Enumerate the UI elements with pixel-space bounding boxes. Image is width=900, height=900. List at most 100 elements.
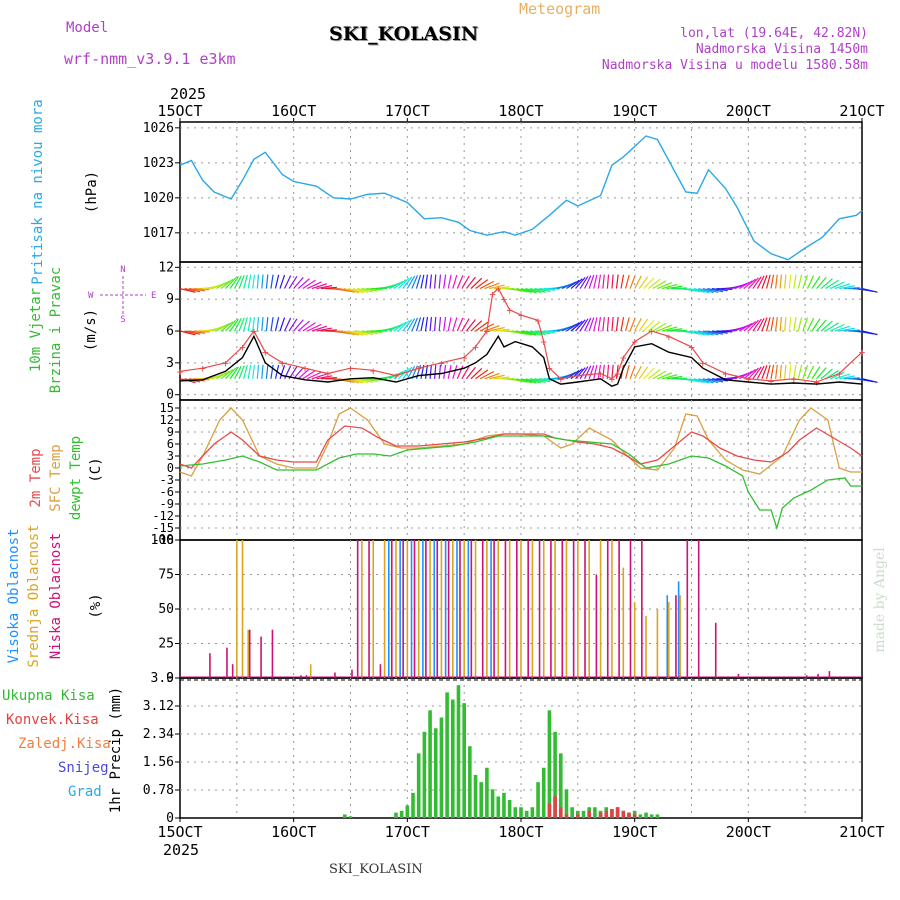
wind-barb: [243, 364, 248, 379]
wind-barb: [348, 330, 364, 336]
y-tick-label: 25: [158, 637, 174, 652]
wind-barb: [189, 287, 205, 292]
wind-unit-label: (m/s): [83, 309, 99, 351]
wind-barb: [752, 276, 762, 289]
wind-barb: [765, 364, 771, 379]
dewpoint-line: [179, 435, 862, 531]
wind-barb: [839, 375, 856, 380]
wind-barb: [779, 364, 782, 379]
wind-barb: [252, 274, 256, 289]
wind-barb: [393, 321, 407, 332]
wind-barb: [611, 316, 614, 332]
wind-barb: [711, 287, 728, 292]
gust-marker: +: [279, 357, 286, 370]
wind-barb: [797, 317, 803, 332]
wind-barb: [647, 321, 661, 332]
rain-bar: [655, 814, 660, 818]
wind-barb: [397, 277, 410, 289]
wind-barb: [429, 274, 432, 289]
rain-bar: [399, 810, 404, 818]
wind-barb: [234, 275, 242, 289]
wind-barb: [579, 366, 589, 380]
wind-barb: [429, 364, 432, 379]
y-tick-label: 12: [160, 413, 174, 427]
gust-marker: +: [501, 293, 508, 306]
rain-bar: [479, 782, 484, 818]
y-tick-label: 3: [166, 356, 174, 371]
gust-marker: +: [535, 314, 542, 327]
wind-barb: [829, 371, 845, 380]
wind-barb: [588, 317, 595, 332]
wind-barb: [761, 317, 768, 332]
wind-barb: [624, 317, 630, 332]
wind-barb: [461, 318, 470, 332]
gust-marker: +: [859, 346, 866, 359]
wind-key-north: N: [120, 265, 125, 275]
wind-barb: [361, 287, 378, 292]
y-tick-label: 1017: [143, 226, 174, 241]
rain-bar: [507, 800, 512, 818]
cloud-unit-label: (%): [88, 593, 104, 618]
wind-barb: [388, 280, 404, 290]
wind-barb: [861, 287, 878, 293]
wind-barb: [284, 317, 292, 332]
wind-barb: [793, 274, 797, 289]
x-tick-label-top: 18OCT: [498, 102, 543, 120]
wind-barb: [802, 317, 809, 332]
y-tick-label: 100: [151, 533, 174, 548]
pressure-unit-label: (hPa): [84, 171, 100, 213]
rain-bar: [541, 767, 546, 818]
gust-marker: +: [506, 304, 513, 317]
gust-marker: +: [262, 346, 269, 359]
rain-bar: [462, 703, 466, 818]
rain-bar: [530, 807, 535, 818]
wind-barb: [802, 365, 809, 379]
wind-barb: [861, 378, 878, 383]
wind-barb: [484, 282, 500, 290]
y-tick-label: 15: [160, 401, 174, 415]
y-tick-label: -18: [152, 533, 174, 547]
convective-rain-bar: [587, 810, 591, 818]
gust-marker: +: [461, 352, 468, 365]
rain-bar: [405, 805, 410, 818]
convective-rain-bar: [604, 810, 609, 818]
wind-barb: [657, 372, 673, 380]
convective-rain-bar: [576, 814, 580, 818]
wind-barb: [220, 321, 234, 332]
rain-bar: [451, 699, 455, 818]
x-tick-label-top: 21OCT: [839, 102, 884, 120]
wind-barb: [293, 367, 304, 380]
y-tick-label: 3.12: [143, 699, 174, 714]
rain-bar: [422, 731, 427, 818]
wind-barb: [811, 318, 821, 332]
wind-barb: [643, 367, 655, 380]
wind-barb: [770, 274, 775, 289]
wind-barb: [775, 317, 778, 332]
wind-barb: [525, 330, 542, 336]
wind-barb: [666, 285, 683, 290]
wind-barb: [434, 364, 437, 379]
wind-barb: [388, 323, 404, 332]
wind-axis-label-2: Brzina i Pravac: [48, 267, 64, 393]
gust-marker: +: [393, 370, 400, 383]
y-tick-label: 9: [167, 425, 174, 439]
wind-barb: [393, 279, 407, 290]
rain-bar: [553, 731, 557, 818]
wind-barb: [247, 274, 252, 289]
wind-barb: [443, 364, 447, 379]
wind-barb: [366, 378, 383, 381]
wind-barb: [816, 367, 827, 380]
wind-barb: [652, 370, 667, 380]
wind-barb: [311, 283, 328, 290]
wind-barb: [270, 274, 274, 289]
year-label-top: 2025: [170, 85, 206, 103]
wind-barb: [452, 317, 458, 332]
rain-bar: [547, 710, 552, 818]
wind-barb: [806, 275, 815, 289]
x-tick-label-bottom: 18OCT: [498, 823, 543, 841]
rain-bar: [411, 792, 415, 818]
gust-marker: +: [700, 357, 707, 370]
wind-barb: [689, 378, 705, 384]
wind-barb: [184, 287, 201, 293]
precip-legend-item: Grad: [68, 784, 102, 800]
